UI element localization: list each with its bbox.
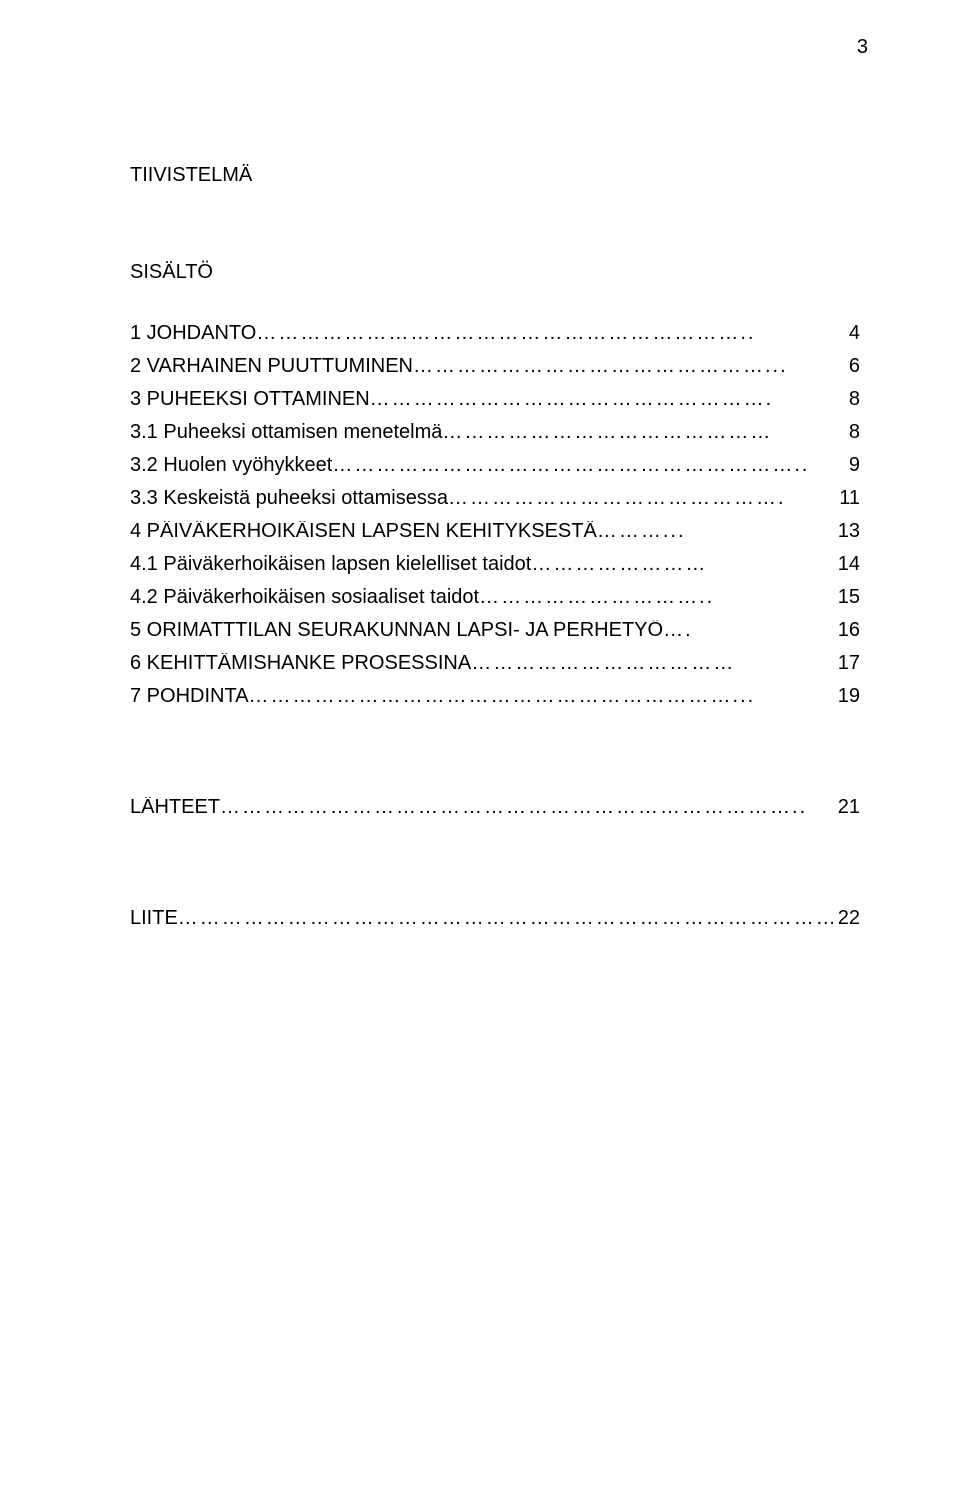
toc-leader: ……………………: [531, 554, 837, 575]
toc-label: 6 KEHITTÄMISHANKE PROSESSINA: [130, 653, 471, 674]
toc-page-number: 8: [849, 422, 860, 443]
toc-page-number: 14: [838, 554, 860, 575]
toc-entry: 7 POHDINTA …………………………………………………………... 19: [130, 686, 860, 707]
toc-label: 4.2 Päiväkerhoikäisen sosiaaliset taidot: [130, 587, 479, 608]
document-page: 3 TIIVISTELMÄ SISÄLTÖ 1 JOHDANTO ……………………: [0, 0, 960, 1492]
toc-entry: LÄHTEET …………………………………………………………………….. 21: [130, 797, 860, 818]
toc-label: 1 JOHDANTO: [130, 323, 256, 344]
page-content: TIIVISTELMÄ SISÄLTÖ 1 JOHDANTO …………………………: [130, 165, 860, 929]
toc-entry: 2 VARHAINEN PUUTTUMINEN ……………………………………………: [130, 356, 860, 377]
toc-label: 3.2 Huolen vyöhykkeet: [130, 455, 332, 476]
toc-entry: 4 PÄIVÄKERHOIKÄISEN LAPSEN KEHITYKSESTÄ …: [130, 521, 860, 542]
toc-entry: 4.1 Päiväkerhoikäisen lapsen kielelliset…: [130, 554, 860, 575]
toc-page-number: 19: [838, 686, 860, 707]
toc-page-number: 21: [838, 797, 860, 818]
toc-label: 5 ORIMATTTILAN SEURAKUNNAN LAPSI- JA PER…: [130, 620, 663, 641]
toc-entry: 3 PUHEEKSI OTTAMINEN ……………………………………………….…: [130, 389, 860, 410]
toc-leader: …………………………………………………………...: [249, 686, 838, 707]
toc-page-number: 15: [838, 587, 860, 608]
toc-page-number: 6: [849, 356, 860, 377]
toc-leader: ………...: [597, 521, 838, 542]
toc-page-number: 22: [838, 908, 860, 929]
toc-entry: 3.1 Puheeksi ottamisen menetelmä ……………………: [130, 422, 860, 443]
toc-leader: ……………………………………………………………………..: [220, 797, 838, 818]
toc-label: 3.1 Puheeksi ottamisen menetelmä: [130, 422, 442, 443]
toc-leader: ….: [663, 620, 838, 641]
toc-page-number: 16: [838, 620, 860, 641]
toc-leader: ………………………………: [471, 653, 838, 674]
toc-leader: ………………………………………………………………………………..: [178, 908, 838, 929]
toc-label: LÄHTEET: [130, 797, 220, 818]
toc-leader: …………………………………………...: [413, 356, 849, 377]
toc-leader: …………………………..: [479, 587, 838, 608]
toc-entry: 3.3 Keskeistä puheeksi ottamisessa ………………: [130, 488, 860, 509]
toc-page-number: 11: [839, 488, 860, 509]
toc-leader: ……………………………………….: [448, 488, 839, 509]
toc-page-number: 13: [838, 521, 860, 542]
toc-entry: 5 ORIMATTTILAN SEURAKUNNAN LAPSI- JA PER…: [130, 620, 860, 641]
toc-label: LIITE: [130, 908, 178, 929]
toc-entry: LIITE ……………………………………………………………………………….. 2…: [130, 908, 860, 929]
heading-tiivistelma: TIIVISTELMÄ: [130, 165, 860, 186]
toc-page-number: 4: [849, 323, 860, 344]
toc-leader: ……………………………………………….: [370, 389, 849, 410]
toc-label: 3 PUHEEKSI OTTAMINEN: [130, 389, 370, 410]
heading-sisalto: SISÄLTÖ: [130, 262, 860, 283]
toc-page-number: 8: [849, 389, 860, 410]
toc-label: 4 PÄIVÄKERHOIKÄISEN LAPSEN KEHITYKSESTÄ: [130, 521, 597, 542]
toc-label: 2 VARHAINEN PUUTTUMINEN: [130, 356, 413, 377]
toc-leader: ………………………………………………………..: [332, 455, 849, 476]
toc-entry: 4.2 Päiväkerhoikäisen sosiaaliset taidot…: [130, 587, 860, 608]
toc-entry: 3.2 Huolen vyöhykkeet …………………………………………………: [130, 455, 860, 476]
toc-label: 4.1 Päiväkerhoikäisen lapsen kielelliset…: [130, 554, 531, 575]
toc-leader: ………………………………………: [442, 422, 848, 443]
toc-leader: …………………………………………………………..: [256, 323, 849, 344]
page-number: 3: [857, 36, 868, 59]
toc-label: 7 POHDINTA: [130, 686, 249, 707]
toc-page-number: 17: [838, 653, 860, 674]
toc-page-number: 9: [849, 455, 860, 476]
toc-label: 3.3 Keskeistä puheeksi ottamisessa: [130, 488, 448, 509]
toc-entry: 1 JOHDANTO ………………………………………………………….. 4: [130, 323, 860, 344]
toc-entry: 6 KEHITTÄMISHANKE PROSESSINA ………………………………: [130, 653, 860, 674]
